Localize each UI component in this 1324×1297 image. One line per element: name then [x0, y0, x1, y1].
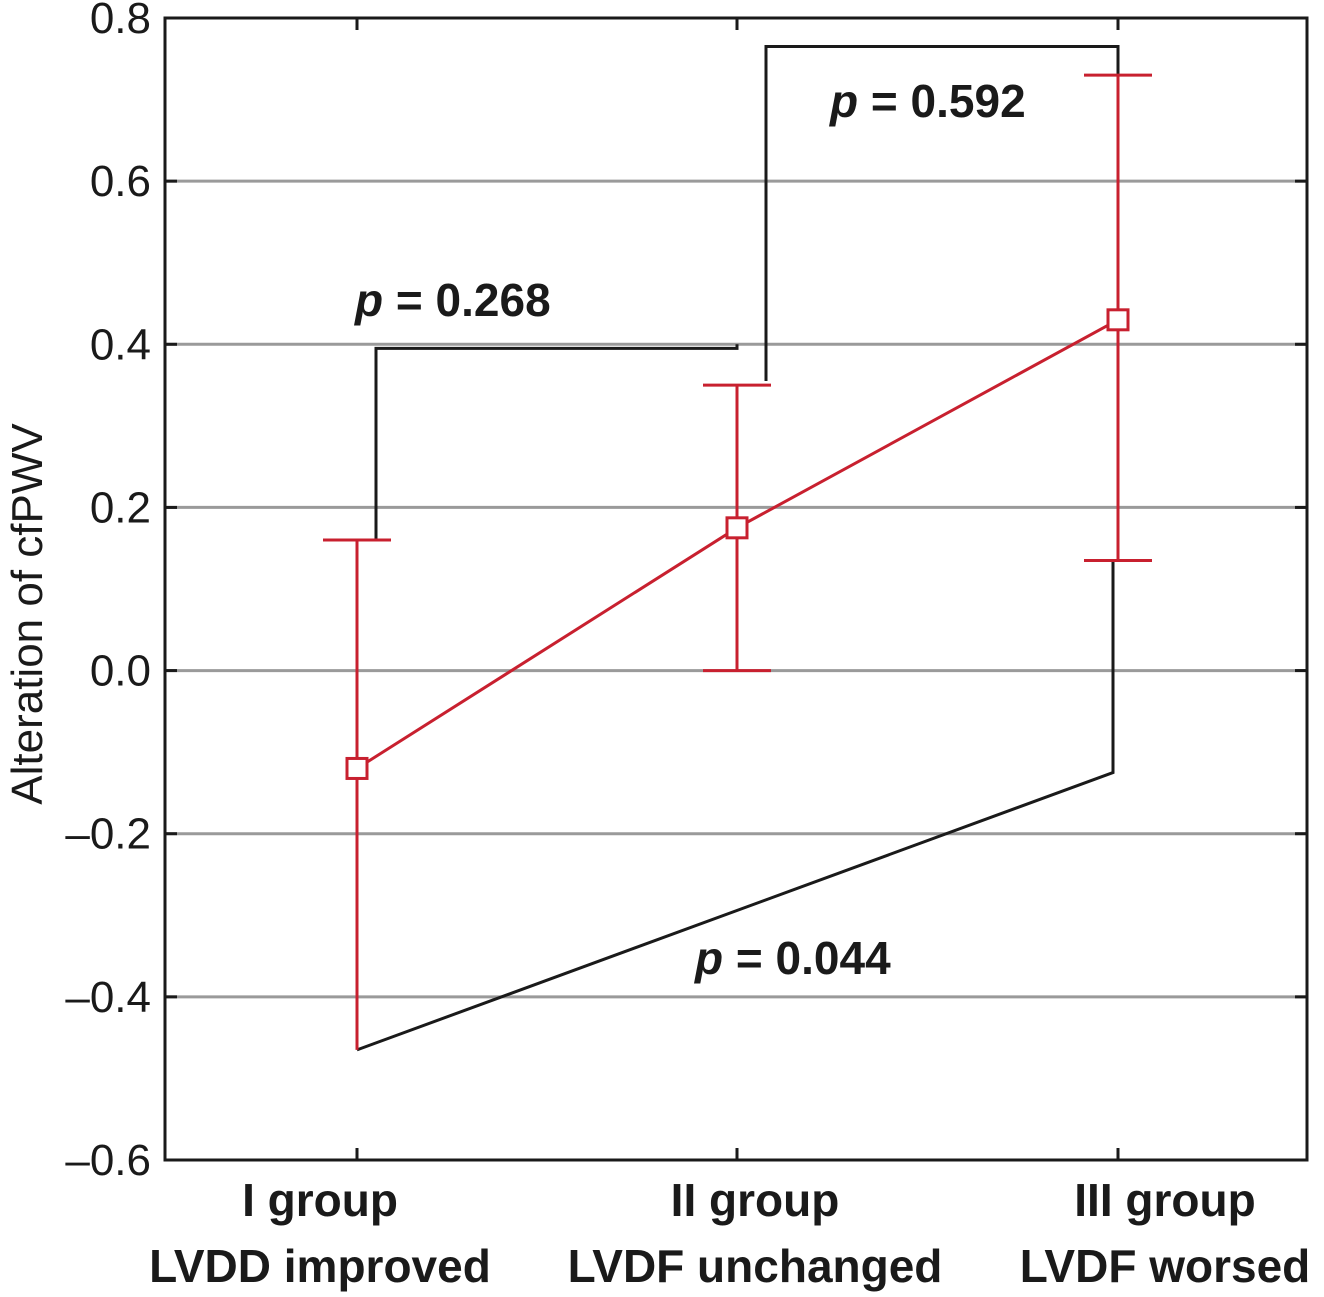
bracket-i-ii [374, 344, 739, 541]
data-point-marker [1106, 308, 1130, 332]
x-tick-label: I group [242, 1174, 398, 1226]
x-tick-label: III group [1074, 1174, 1255, 1226]
bracket-ii-iii [764, 45, 1120, 381]
y-tick-label: 0.8 [90, 0, 151, 43]
y-axis-ticks: –0.6 –0.4 –0.2 0.0 0.2 0.4 0.6 0.8 [65, 0, 1307, 1185]
y-tick-label: –0.6 [65, 1136, 151, 1185]
p-value-label: p = 0.592 [828, 75, 1026, 127]
x-tick-label-subtitle: LVDF worsed [1020, 1240, 1311, 1292]
y-tick-label: 0.4 [90, 320, 151, 369]
comparison-brackets [356, 45, 1120, 1052]
x-tick-label-subtitle: LVDF unchanged [568, 1240, 943, 1292]
x-tick-label-subtitle: LVDD improved [149, 1240, 491, 1292]
y-axis-label: Alteration of cfPWV [3, 423, 52, 805]
data-point-marker [345, 756, 369, 780]
data-point-marker [725, 516, 749, 540]
y-tick-label: –0.4 [65, 973, 151, 1022]
x-tick-label: II group [671, 1174, 840, 1226]
data-series [323, 73, 1152, 1050]
bracket-i-iii [356, 560, 1115, 1052]
p-value-label: p = 0.044 [693, 932, 891, 984]
p-value-label: p = 0.268 [353, 274, 551, 326]
p-value-labels: p = 0.268 p = 0.592 p = 0.044 [353, 75, 1026, 984]
y-tick-label: 0.2 [90, 483, 151, 532]
y-tick-label: 0.6 [90, 157, 151, 206]
y-tick-label: 0.0 [90, 647, 151, 696]
y-tick-label: –0.2 [65, 810, 151, 859]
x-axis-ticks: I group LVDD improved II group LVDF unchang… [149, 18, 1310, 1292]
